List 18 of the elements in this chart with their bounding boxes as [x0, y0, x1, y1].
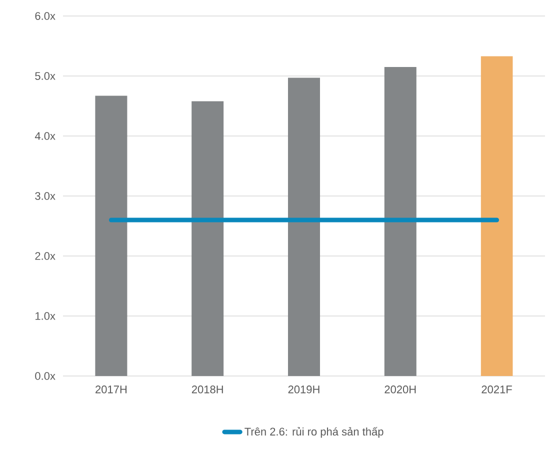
- y-tick-label: 0.0x: [35, 372, 56, 380]
- bar: [288, 78, 320, 376]
- x-tick-label: 2018H: [192, 386, 223, 394]
- y-tick-label: 1.0x: [36, 312, 56, 320]
- y-tick-label: 4.0x: [34, 132, 56, 140]
- y-tick-label: 2.0x: [35, 252, 56, 260]
- x-tick-label: 2020H: [384, 386, 416, 394]
- x-tick-label: 2021F: [482, 386, 512, 394]
- legend-label: Trên 2.6: rủi ro phá sản thấp: [244, 426, 384, 438]
- y-tick-label: 3.0x: [35, 192, 56, 200]
- bar: [95, 96, 128, 376]
- bar: [384, 67, 416, 376]
- bar: [480, 56, 513, 376]
- x-tick-label: 2019H: [288, 386, 320, 394]
- y-tick-label: 6.0x: [35, 12, 56, 20]
- y-tick-label: 5.0x: [35, 72, 56, 80]
- x-tick-label: 2017H: [96, 386, 127, 394]
- bar: [192, 101, 224, 376]
